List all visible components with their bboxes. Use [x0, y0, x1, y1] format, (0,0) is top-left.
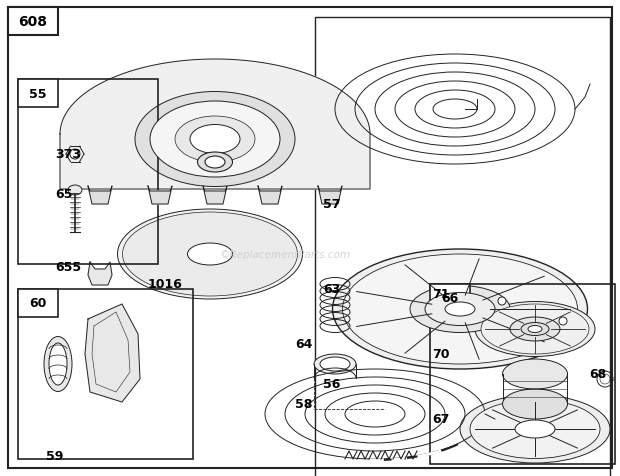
- Ellipse shape: [314, 354, 356, 374]
- Bar: [8, 8, 58, 36]
- Ellipse shape: [528, 326, 542, 333]
- Ellipse shape: [342, 255, 577, 364]
- Polygon shape: [88, 262, 112, 286]
- Ellipse shape: [502, 389, 567, 419]
- Ellipse shape: [49, 343, 67, 385]
- Text: 68: 68: [590, 368, 606, 381]
- Ellipse shape: [425, 293, 495, 326]
- Ellipse shape: [475, 302, 595, 357]
- Ellipse shape: [460, 395, 610, 463]
- Ellipse shape: [521, 323, 549, 336]
- Bar: [18, 289, 193, 459]
- Ellipse shape: [515, 420, 555, 438]
- Polygon shape: [258, 187, 282, 205]
- Ellipse shape: [470, 400, 600, 458]
- Text: 64: 64: [295, 338, 312, 351]
- Ellipse shape: [175, 117, 255, 163]
- Ellipse shape: [68, 186, 82, 196]
- Text: ©ReplacementParts.com: ©ReplacementParts.com: [219, 249, 350, 259]
- Ellipse shape: [190, 125, 240, 154]
- Circle shape: [498, 298, 506, 306]
- Ellipse shape: [205, 157, 225, 169]
- Circle shape: [70, 149, 80, 159]
- Polygon shape: [318, 187, 342, 205]
- Text: 66: 66: [441, 292, 459, 305]
- Polygon shape: [203, 187, 227, 205]
- Bar: [18, 289, 58, 317]
- Ellipse shape: [198, 153, 232, 173]
- Bar: [430, 284, 615, 464]
- Text: 71: 71: [432, 288, 450, 301]
- Polygon shape: [60, 60, 370, 189]
- Bar: [18, 80, 58, 108]
- Text: 65: 65: [55, 188, 73, 201]
- Ellipse shape: [445, 302, 475, 317]
- Text: 59: 59: [46, 449, 64, 463]
- Text: 70: 70: [432, 348, 450, 361]
- Text: 67: 67: [432, 413, 450, 426]
- Circle shape: [559, 317, 567, 325]
- Text: 57: 57: [323, 198, 340, 211]
- Bar: [18, 80, 158, 265]
- Ellipse shape: [332, 249, 588, 369]
- Bar: [430, 284, 470, 312]
- Ellipse shape: [410, 286, 510, 333]
- Text: 58: 58: [295, 397, 312, 411]
- Polygon shape: [148, 187, 172, 205]
- Text: 60: 60: [29, 297, 46, 310]
- Ellipse shape: [187, 244, 232, 266]
- Text: 655: 655: [55, 261, 81, 274]
- Ellipse shape: [320, 357, 350, 371]
- Ellipse shape: [123, 213, 298, 297]
- Text: 373: 373: [55, 148, 81, 161]
- Text: 1016: 1016: [148, 278, 183, 291]
- Ellipse shape: [135, 92, 295, 187]
- Text: 56: 56: [323, 378, 340, 391]
- Ellipse shape: [118, 209, 303, 299]
- Ellipse shape: [510, 317, 560, 341]
- Ellipse shape: [502, 359, 567, 389]
- Text: 608: 608: [19, 15, 48, 29]
- Bar: [315, 18, 610, 476]
- Polygon shape: [85, 304, 140, 402]
- Polygon shape: [88, 187, 112, 205]
- Text: 55: 55: [29, 87, 46, 100]
- Ellipse shape: [150, 102, 280, 178]
- Text: 63: 63: [323, 283, 340, 296]
- Ellipse shape: [44, 337, 72, 392]
- Ellipse shape: [481, 304, 589, 354]
